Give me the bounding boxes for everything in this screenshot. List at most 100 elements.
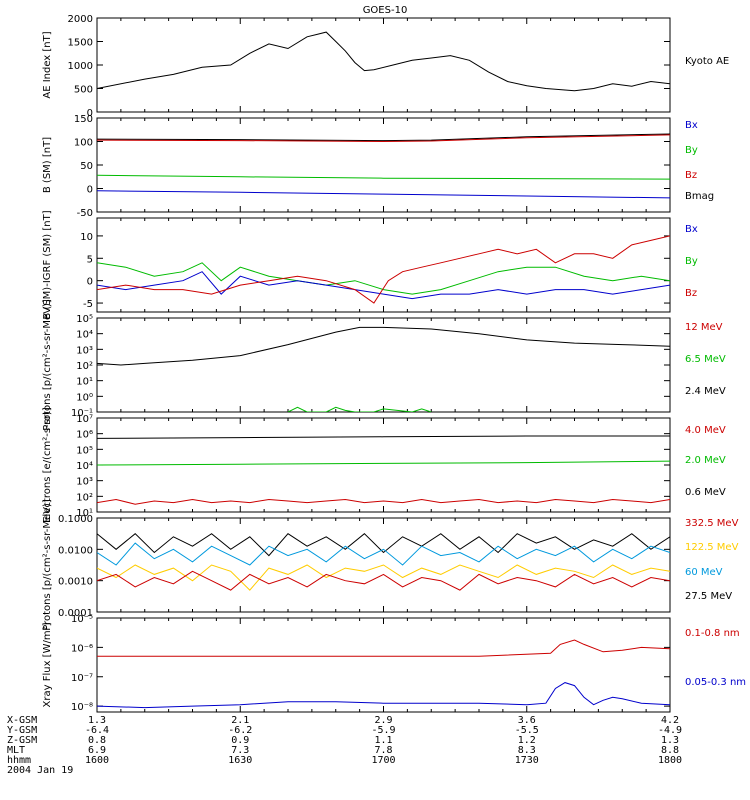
x-row-label: X-GSM <box>7 715 37 726</box>
series-line-0-1-0-8-nm <box>97 639 670 657</box>
y-tick-label: 0.0010 <box>58 577 93 588</box>
y-tick-label: 0.1000 <box>58 514 93 525</box>
series-line-by <box>97 174 670 180</box>
y-tick-label: 10³ <box>76 477 93 488</box>
legend-entry: 2.0 MeV <box>685 455 726 466</box>
series-line-4-0-mev <box>97 498 670 505</box>
y-tick-label: 10⁻⁶ <box>71 643 93 654</box>
y-tick-label: 10⁶ <box>76 430 93 441</box>
y-tick-label: 10⁵ <box>76 314 93 325</box>
legend-entry: 6.5 MeV <box>685 354 726 365</box>
y-axis-label: AE Index [nT] <box>42 31 53 98</box>
x-tick-value: 1730 <box>515 755 539 766</box>
x-tick-value: 1.3 <box>88 715 106 726</box>
x-tick-value: 0.8 <box>88 735 106 746</box>
panel-frame <box>96 317 671 413</box>
y-axis-label: Xray Flux [W/m²] <box>42 622 53 707</box>
y-tick-label: 50 <box>80 161 93 172</box>
series-group <box>97 326 670 412</box>
y-tick-label: 0 <box>87 277 93 288</box>
series-line-bz <box>97 235 670 304</box>
legend-entry: Bz <box>685 288 697 299</box>
x-tick-value: 1630 <box>228 755 252 766</box>
legend-entry: 2.4 MeV <box>685 386 726 397</box>
y-tick-label: 10⁻⁸ <box>71 702 93 713</box>
x-tick-value: 7.8 <box>374 745 392 756</box>
y-tick-label: 0.0001 <box>58 608 93 619</box>
legend-entry: Bx <box>685 120 698 131</box>
y-tick-label: 0.0100 <box>58 545 93 556</box>
y-tick-label: 0 <box>87 185 93 196</box>
x-tick-value: -6.2 <box>228 725 252 736</box>
x-tick-value: 8.3 <box>518 745 536 756</box>
series-group <box>97 235 670 304</box>
series-line-27-5-mev <box>97 533 670 557</box>
y-tick-label: 10³ <box>76 345 93 356</box>
series-line-kyoto-ae <box>97 31 670 92</box>
legend-entry: By <box>685 145 698 156</box>
x-tick-value: 8.8 <box>661 745 679 756</box>
x-tick-value: -4.9 <box>658 725 682 736</box>
series-line-2-0-mev <box>97 460 670 466</box>
legend-entry: 27.5 MeV <box>685 591 732 602</box>
series-group <box>97 435 670 505</box>
x-tick-value: -5.9 <box>371 725 395 736</box>
series-line-by <box>97 262 670 295</box>
series-group <box>97 133 670 199</box>
y-tick-label: -50 <box>77 208 93 219</box>
y-tick-label: 10⁴ <box>76 461 93 472</box>
x-tick-value: 1.2 <box>518 735 536 746</box>
y-tick-label: 10⁰ <box>76 392 93 403</box>
y-axis-label: B (SM) [nT] <box>42 137 53 193</box>
series-line-bmag <box>97 133 670 142</box>
series-line-bx <box>97 271 670 300</box>
legend-entry: Kyoto AE <box>685 56 729 67</box>
y-axis-label: B (SM)-IGRF (SM) [nT] <box>42 210 53 319</box>
x-tick-value: 6.9 <box>88 745 106 756</box>
y-tick-label: 0 <box>87 108 93 119</box>
x-row-label: MLT <box>7 745 25 756</box>
y-tick-label: 5 <box>87 254 93 265</box>
legend-entry: 4.0 MeV <box>685 425 726 436</box>
series-line-0-05-0-3-nm <box>97 682 670 709</box>
y-tick-label: 10² <box>76 492 93 503</box>
x-tick-value: 3.6 <box>518 715 536 726</box>
y-tick-label: -5 <box>83 299 93 310</box>
x-row-label: Y-GSM <box>7 725 37 736</box>
series-line-0-6-mev <box>97 435 670 439</box>
x-tick-value: 1.1 <box>374 735 392 746</box>
y-tick-label: 1500 <box>68 38 93 49</box>
y-axis-label: Electrons [e/(cm²-s-sr)] <box>42 407 53 523</box>
panel-4: 10⁻¹ 10⁰ 10¹ 10² 10³ 10⁴ 10⁵ Protons [p/(cm²-s-… <box>42 299 726 431</box>
y-tick-label: 10⁻⁵ <box>71 614 93 625</box>
legend-entry: 0.1-0.8 nm <box>685 628 740 639</box>
panel-2: -50 0 50 100 150 B (SM) [nT] Bx By Bz Bmag <box>42 114 714 219</box>
x-tick-value: 1700 <box>371 755 395 766</box>
x-tick-value: 1600 <box>85 755 109 766</box>
series-line-60-mev <box>97 542 670 566</box>
panel-frame <box>96 117 671 213</box>
legend-entry: 12 MeV <box>685 322 723 333</box>
series-line-122-5-mev <box>97 564 670 591</box>
y-tick-label: 1000 <box>68 61 93 72</box>
x-tick-value: -5.5 <box>515 725 539 736</box>
x-axis-table: X-GSMY-GSMZ-GSMMLThhmm1.3-6.40.86.916002… <box>7 715 682 776</box>
x-tick-value: 2.9 <box>374 715 392 726</box>
series-line-332-5-mev <box>97 570 670 591</box>
x-tick-value: 2.1 <box>231 715 249 726</box>
series-group <box>97 533 670 591</box>
y-tick-label: 2000 <box>68 14 93 25</box>
plot-title: GOES-10 <box>363 5 408 16</box>
series-line-bx <box>97 190 670 199</box>
legend-entry: 332.5 MeV <box>685 518 739 529</box>
series-line-2-4-mev <box>97 326 670 366</box>
panel-frame <box>96 217 671 313</box>
panel-5: 10¹ 10² 10³ 10⁴ 10⁵ 10⁶ 10⁷ Electrons [e/(cm²-s… <box>42 407 726 523</box>
panel-frame <box>96 17 671 113</box>
y-tick-label: 10⁻⁷ <box>71 673 93 684</box>
y-axis-label: Protons [p/(cm²-s-sr-MeV)] <box>42 299 53 431</box>
x-tick-value: 1.3 <box>661 735 679 746</box>
